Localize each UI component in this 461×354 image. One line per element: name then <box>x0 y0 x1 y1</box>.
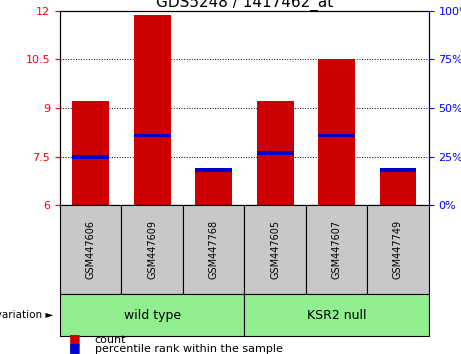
Text: count: count <box>95 335 126 345</box>
Bar <box>257 102 294 205</box>
Bar <box>195 168 232 172</box>
Bar <box>318 133 355 137</box>
Bar <box>60 205 121 294</box>
Bar <box>379 168 416 205</box>
Text: KSR2 null: KSR2 null <box>307 309 366 321</box>
Bar <box>72 102 109 205</box>
Bar <box>134 133 171 137</box>
Bar <box>183 205 244 294</box>
Bar <box>72 155 109 159</box>
Bar <box>244 294 429 336</box>
Bar <box>367 205 429 294</box>
Bar <box>306 205 367 294</box>
Bar <box>195 168 232 205</box>
Text: percentile rank within the sample: percentile rank within the sample <box>95 344 283 354</box>
Bar <box>134 16 171 205</box>
Text: genotype/variation ►: genotype/variation ► <box>0 310 54 320</box>
Bar <box>244 205 306 294</box>
Bar <box>318 59 355 205</box>
Bar <box>121 205 183 294</box>
Bar <box>379 168 416 172</box>
Bar <box>257 152 294 155</box>
Text: wild type: wild type <box>124 309 181 321</box>
Text: GSM447606: GSM447606 <box>86 220 96 279</box>
Text: ■: ■ <box>69 341 81 354</box>
Text: GSM447607: GSM447607 <box>331 220 342 279</box>
Text: GSM447768: GSM447768 <box>208 220 219 279</box>
Title: GDS5248 / 1417462_at: GDS5248 / 1417462_at <box>156 0 333 11</box>
Text: GSM447609: GSM447609 <box>147 220 157 279</box>
Text: GSM447605: GSM447605 <box>270 220 280 279</box>
Text: GSM447749: GSM447749 <box>393 220 403 279</box>
Text: ■: ■ <box>69 332 81 345</box>
Bar <box>60 294 244 336</box>
